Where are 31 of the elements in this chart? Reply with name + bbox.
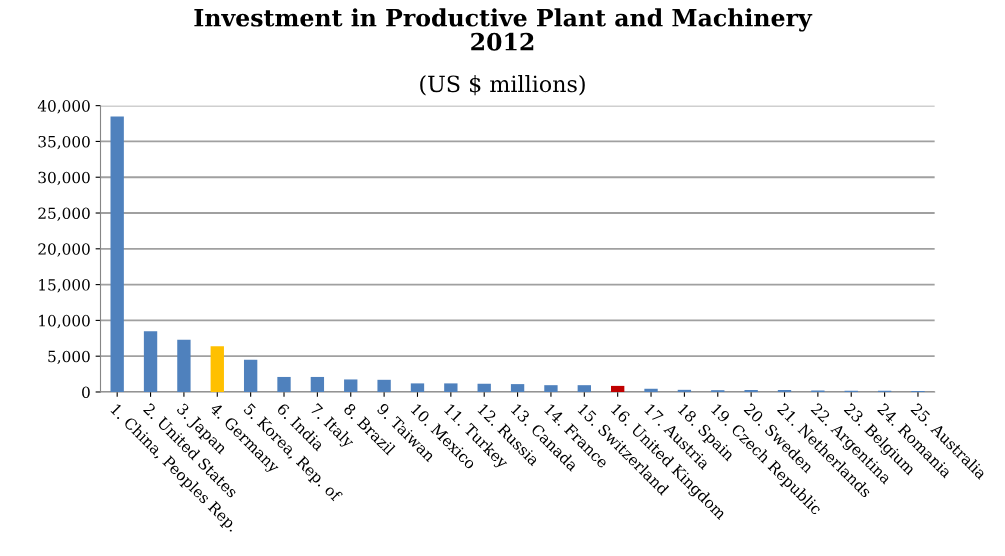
y-tick-label: 30,000	[38, 171, 90, 186]
bar	[344, 379, 358, 392]
y-tick-label: 25,000	[38, 207, 90, 221]
bar	[744, 389, 758, 392]
bar	[510, 384, 525, 392]
bar	[110, 116, 124, 392]
chart-subtitle: (US $ millions)	[420, 75, 585, 96]
bar	[677, 389, 692, 392]
bar	[377, 379, 391, 392]
bar	[143, 331, 158, 392]
y-tick-label: 40,000	[37, 100, 90, 114]
bar	[777, 389, 792, 392]
bar	[577, 385, 591, 392]
bar	[277, 376, 291, 392]
y-tick-label: 35,000	[38, 135, 90, 150]
bar	[243, 359, 258, 392]
y-tick-label: 5,000	[48, 350, 90, 365]
bar	[410, 383, 425, 392]
bar	[544, 385, 558, 392]
bar	[644, 388, 658, 392]
chart-title: Investment in Productive Plant and Machinery 2012	[194, 8, 813, 51]
bar	[611, 385, 625, 392]
y-tick-label: 15,000	[39, 279, 90, 293]
bar	[310, 376, 325, 392]
y-tick-label: 0	[82, 386, 90, 398]
y-tick-label: 10,000	[39, 314, 90, 329]
bar	[444, 383, 458, 392]
bar	[177, 339, 191, 392]
y-tick-label: 20,000	[38, 243, 90, 257]
bar	[477, 383, 491, 392]
bar	[210, 346, 224, 392]
